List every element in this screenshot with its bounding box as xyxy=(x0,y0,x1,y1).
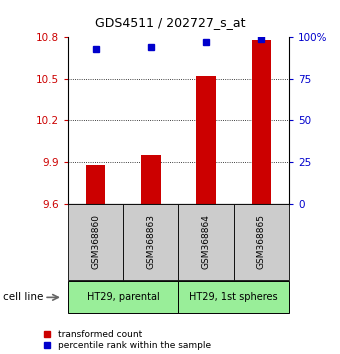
Text: HT29, parental: HT29, parental xyxy=(87,292,159,302)
Text: GSM368865: GSM368865 xyxy=(257,214,266,269)
Bar xyxy=(86,165,105,204)
Legend: transformed count, percentile rank within the sample: transformed count, percentile rank withi… xyxy=(34,326,215,354)
Text: GDS4511 / 202727_s_at: GDS4511 / 202727_s_at xyxy=(95,16,245,29)
Bar xyxy=(252,40,271,204)
Text: GSM368860: GSM368860 xyxy=(91,214,100,269)
Bar xyxy=(141,155,160,204)
Text: cell line: cell line xyxy=(3,292,44,302)
Text: GSM368864: GSM368864 xyxy=(202,214,210,269)
Text: HT29, 1st spheres: HT29, 1st spheres xyxy=(189,292,278,302)
Bar xyxy=(197,76,216,204)
Text: GSM368863: GSM368863 xyxy=(147,214,155,269)
